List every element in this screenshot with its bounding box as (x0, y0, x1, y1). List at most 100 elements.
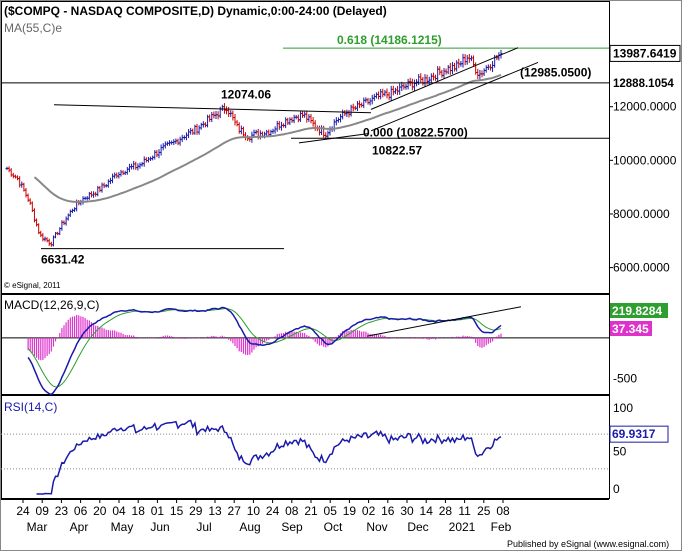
price-bar (423, 74, 427, 87)
price-bar (24, 187, 28, 198)
macd-line (27, 306, 502, 396)
price-bar (292, 114, 296, 124)
x-day-label: 24 (266, 504, 280, 518)
x-month-label: May (111, 520, 134, 534)
price-bar (398, 83, 402, 95)
price-bar (362, 97, 366, 109)
price-bar (402, 83, 406, 90)
price-bar (7, 166, 11, 173)
price-bar (111, 173, 115, 184)
x-day-label: 18 (132, 504, 146, 518)
x-month-label: Apr (70, 520, 89, 534)
price-bar (113, 172, 117, 179)
x-month-label: Sep (281, 520, 303, 534)
price-bar (28, 198, 32, 205)
price-bar (18, 176, 22, 188)
price-bar (410, 78, 414, 91)
price-bar (419, 73, 423, 84)
x-day-label: 29 (189, 504, 203, 518)
price-bar (370, 94, 374, 105)
price-bar (383, 90, 387, 97)
price-bar (138, 162, 142, 169)
channel-lower-line (370, 62, 539, 132)
price-bar (119, 169, 123, 177)
rsi-value-label: 69.9317 (612, 427, 656, 441)
ma-55-line (33, 73, 502, 203)
price-bar (26, 193, 30, 202)
price-bar (195, 123, 199, 135)
rsi-tick-label: 50 (613, 445, 627, 459)
price-bar (442, 67, 446, 79)
price-bar (465, 54, 469, 65)
x-month-label: Nov (366, 520, 387, 534)
price-bar (277, 120, 281, 130)
macd-tick-label: -500 (613, 372, 637, 386)
price-bar (49, 241, 53, 247)
price-bar (453, 62, 457, 72)
footer-text: Published by eSignal (www.esignal.com) (507, 539, 669, 549)
x-day-label: 30 (400, 504, 414, 518)
price-bar (184, 132, 188, 141)
price-bar (374, 92, 378, 99)
price-bar (290, 117, 294, 123)
price-bar (216, 111, 220, 120)
price-bar (412, 79, 416, 91)
macd-trend-line (366, 306, 522, 337)
price-bar (237, 122, 241, 134)
price-tick-label: 12000.0000 (613, 100, 677, 114)
panel-frames (1, 1, 610, 499)
price-bar (98, 185, 102, 193)
x-day-label: 14 (420, 504, 434, 518)
price-bar (210, 111, 214, 123)
price-bar (41, 233, 45, 242)
price-bar (231, 110, 235, 121)
price-bar (393, 87, 397, 95)
price-bar (227, 107, 231, 118)
price-bar (372, 93, 376, 101)
price-bar (438, 66, 442, 76)
price-bar (89, 191, 93, 198)
price-tick-label: 8000.0000 (613, 207, 670, 221)
price-bar (163, 141, 167, 149)
support-label: 10822.57 (372, 143, 422, 157)
x-day-label: 15 (170, 504, 184, 518)
price-bar (320, 125, 324, 136)
price-bar (239, 125, 243, 135)
price-bar (146, 156, 150, 163)
x-day-label: 08 (285, 504, 299, 518)
price-bar (461, 53, 465, 68)
price-bar (396, 85, 400, 96)
x-day-label: 28 (439, 504, 453, 518)
resistance-line (53, 104, 372, 114)
price-bar (73, 207, 77, 212)
x-day-label: 19 (343, 504, 357, 518)
price-bar (482, 68, 486, 77)
price-bar (81, 196, 85, 205)
x-day-label: 08 (496, 504, 510, 518)
price-bar (199, 122, 203, 130)
x-day-label: 06 (74, 504, 88, 518)
rsi-tick-label: 0 (613, 482, 620, 496)
price-bar (258, 130, 262, 140)
x-day-label: 25 (477, 504, 491, 518)
x-day-label: 02 (362, 504, 376, 518)
price-bar (151, 155, 155, 161)
macd-value-label: 219.8284 (612, 304, 662, 318)
price-bar (377, 91, 381, 100)
price-bar (434, 74, 438, 81)
price-bar (265, 129, 269, 136)
rsi-panel-frame (1, 395, 610, 499)
price-bar (136, 163, 140, 171)
price-bar (301, 110, 305, 118)
low-annotation: 6631.42 (41, 253, 85, 267)
price-tick-label: 10000.0000 (613, 153, 677, 167)
price-bar (478, 69, 482, 80)
high-annotation: 12074.06 (221, 88, 271, 102)
price-bar (368, 98, 372, 106)
price-bar (303, 111, 307, 118)
price-bar (288, 117, 292, 126)
x-day-label: 21 (304, 504, 318, 518)
price-bar (334, 117, 338, 126)
price-bar (68, 209, 72, 217)
price-bar (235, 120, 239, 127)
